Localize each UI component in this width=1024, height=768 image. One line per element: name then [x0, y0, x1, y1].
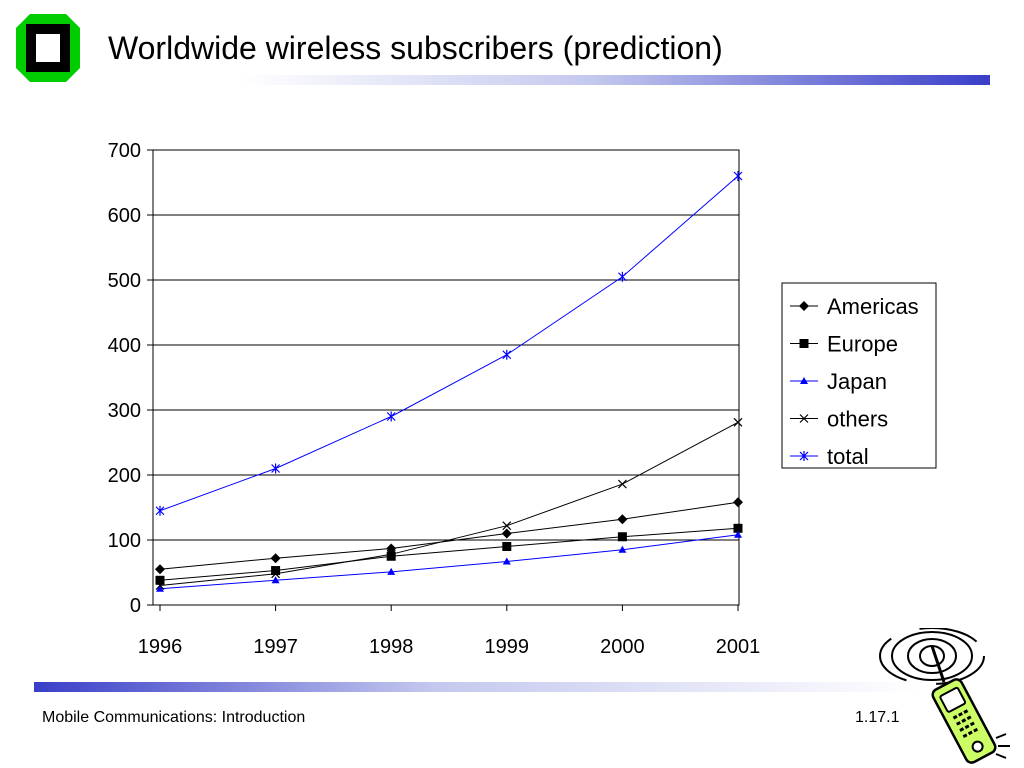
data-point-europe	[271, 566, 281, 576]
y-tick-label: 600	[108, 205, 141, 227]
x-tick-label: 2001	[716, 636, 761, 658]
footer-gradient-bar	[34, 682, 922, 692]
chart-legend: Americas Europe Japan others total	[781, 282, 937, 469]
series-line-total	[159, 175, 739, 512]
series-line-others	[159, 421, 739, 586]
legend-marker	[799, 451, 809, 461]
data-point-total	[617, 271, 627, 282]
header-gradient-bar	[108, 75, 990, 85]
y-tick-label: 500	[108, 270, 141, 292]
legend-item-americas: Americas	[790, 294, 919, 319]
plot-area	[152, 149, 740, 606]
data-point-total	[502, 349, 512, 360]
data-point-europe	[617, 532, 627, 542]
y-tick-label: 300	[108, 400, 141, 422]
data-point-americas	[155, 564, 165, 575]
legend-item-japan: Japan	[790, 369, 887, 394]
legend-label: Europe	[827, 332, 898, 357]
data-point-japan	[618, 545, 627, 553]
data-point-europe	[502, 542, 512, 551]
data-point-others	[271, 569, 281, 579]
data-point-others	[386, 549, 396, 559]
footer-slide-number: 1.17.1	[855, 709, 900, 726]
y-tick-label: 200	[108, 465, 141, 487]
legend-marker	[799, 301, 809, 311]
legend-marker	[799, 339, 809, 348]
data-point-europe	[155, 575, 165, 585]
slide-title: Worldwide wireless subscribers (predicti…	[108, 30, 723, 66]
legend-label: Americas	[827, 294, 919, 319]
legend-marker	[799, 414, 809, 423]
data-point-europe	[386, 551, 396, 561]
x-tick-label: 1998	[369, 636, 414, 658]
x-tick-label: 1996	[138, 636, 183, 658]
data-point-others	[617, 479, 627, 489]
series-line-japan	[159, 534, 739, 590]
legend-item-others: others	[790, 407, 888, 432]
series-line-americas	[159, 501, 739, 570]
legend-item-europe: Europe	[790, 332, 898, 357]
data-point-americas	[386, 543, 397, 554]
data-point-total	[733, 171, 743, 181]
data-point-total	[386, 411, 396, 422]
data-point-others	[733, 417, 743, 427]
series-line-europe	[159, 527, 739, 581]
data-point-others	[155, 581, 165, 590]
data-point-total	[271, 463, 281, 474]
legend-box	[781, 282, 937, 469]
y-tick-label: 700	[108, 140, 141, 162]
data-point-americas	[733, 497, 743, 508]
footer-course-title: Mobile Communications: Introduction	[42, 709, 306, 726]
data-point-americas	[270, 553, 281, 564]
cell-phone-clipart-icon	[879, 628, 1010, 764]
data-point-japan	[271, 576, 280, 584]
legend-label: total	[827, 444, 869, 469]
y-tick-label: 100	[108, 530, 141, 552]
legend-item-total: total	[790, 444, 869, 469]
legend-label: Japan	[827, 369, 887, 394]
data-point-total	[155, 505, 165, 516]
data-point-japan	[156, 584, 164, 592]
data-point-europe	[733, 523, 743, 533]
data-point-japan	[502, 557, 511, 565]
legend-label: others	[827, 407, 888, 432]
data-point-japan	[387, 567, 396, 575]
data-point-others	[502, 521, 512, 531]
x-tick-label: 1997	[253, 636, 298, 658]
data-point-americas	[617, 514, 628, 525]
legend-marker	[800, 377, 808, 384]
university-logo-icon	[16, 14, 80, 82]
x-tick-label: 1999	[485, 636, 530, 658]
data-point-japan	[734, 530, 742, 538]
data-point-americas	[501, 528, 512, 539]
y-tick-label: 400	[108, 335, 141, 357]
x-tick-label: 2000	[600, 636, 645, 658]
y-tick-label: 0	[130, 595, 141, 617]
